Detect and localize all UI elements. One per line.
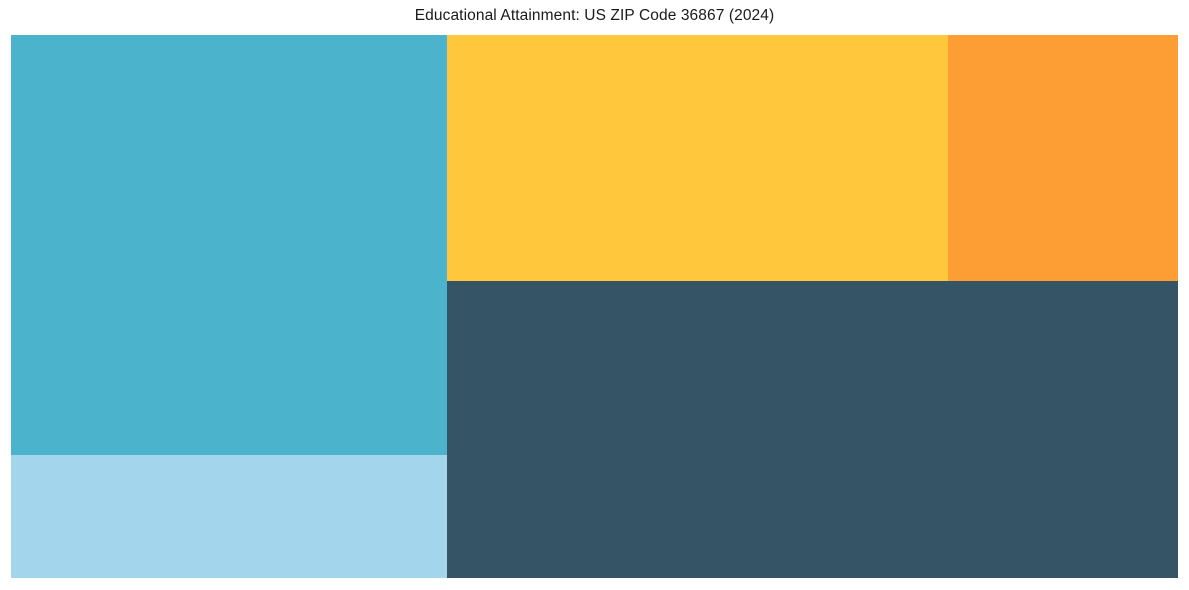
- treemap-tile[interactable]: Graduate or professional degree: [948, 35, 1178, 281]
- treemap-tile[interactable]: High school graduate (or equivalency): [11, 35, 447, 455]
- chart-title: Educational Attainment: US ZIP Code 3686…: [414, 7, 775, 24]
- treemap-tile[interactable]: Some college or associate's degree: [447, 281, 1178, 578]
- treemap-tile[interactable]: Less than high school diploma: [11, 455, 447, 578]
- treemap-plot-area: Some college or associate's degreeHigh s…: [11, 35, 1178, 578]
- treemap-tile[interactable]: Bachelor's degree: [447, 35, 948, 281]
